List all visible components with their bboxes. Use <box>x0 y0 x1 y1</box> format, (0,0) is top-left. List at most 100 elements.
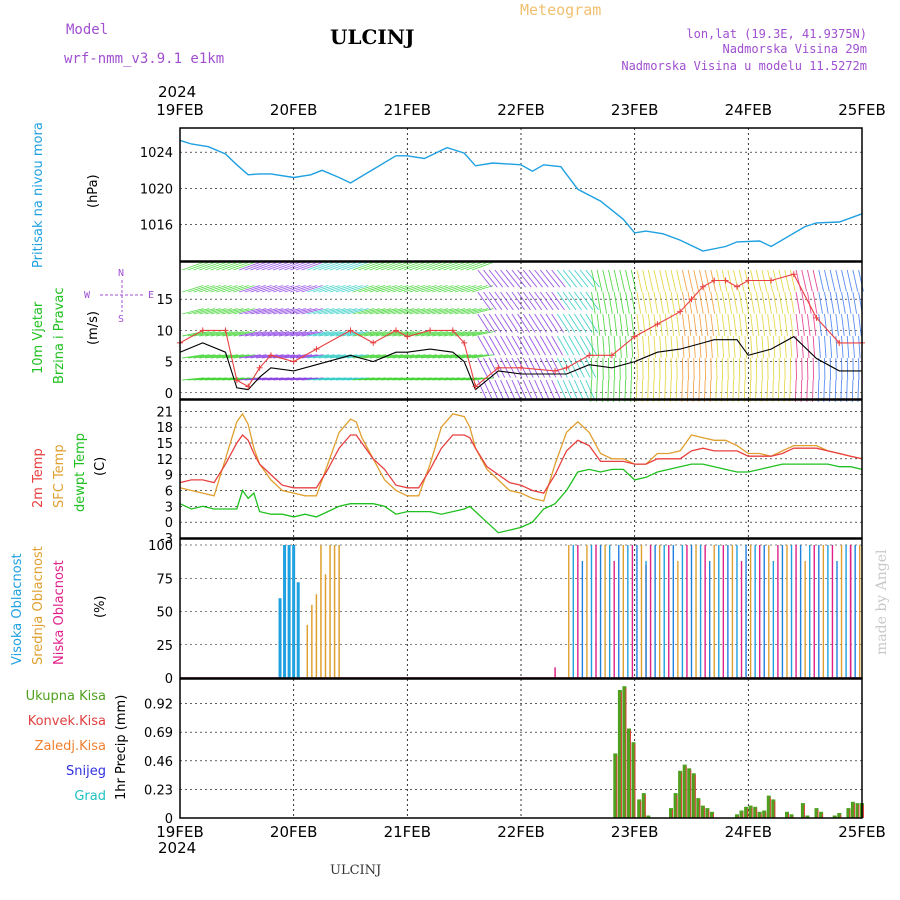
wind-barb-38-0 <box>398 262 420 271</box>
xtick-bottom-1: 20FEB <box>270 823 317 841</box>
wind-barb-19-4 <box>290 354 313 359</box>
wind-barb-80-2 <box>636 313 641 336</box>
precip-bar-18 <box>735 814 739 818</box>
wind-barb-42-2 <box>420 308 443 315</box>
wind-barb-58-1 <box>511 291 526 311</box>
wind-barb-32-0 <box>363 262 385 271</box>
wind-barb-81-0 <box>642 269 648 292</box>
wind-barb-109-2 <box>801 313 805 336</box>
wind-barb-23-4 <box>312 354 335 359</box>
wind-barb-19-1 <box>290 285 312 293</box>
wind-barb-44-0 <box>432 262 454 271</box>
wind-barb-79-0 <box>630 269 637 292</box>
wind-barb-103-1 <box>767 291 772 314</box>
wind-barb-62-3 <box>534 335 546 356</box>
ytick-3-3: 75 <box>156 572 173 587</box>
wind-barb-80-1 <box>636 291 642 314</box>
wind-barb-12-3 <box>250 331 273 337</box>
wind-barb-38-3 <box>398 331 420 337</box>
ytick-0-2: 1024 <box>140 146 173 161</box>
wind-barb-72-3 <box>591 335 594 358</box>
product-title: Meteogram <box>520 1 601 19</box>
wind-barb-21-2 <box>301 308 324 315</box>
wind-barb-117-2 <box>846 313 851 336</box>
wind-barb-46-5 <box>443 377 466 381</box>
wind-barb-53-0 <box>483 269 498 288</box>
wind-barb-18-4 <box>284 354 307 359</box>
wind-barb-50-5 <box>466 377 489 381</box>
wind-barb-3-5 <box>199 377 222 381</box>
wind-barb-33-0 <box>369 262 391 271</box>
wind-barb-4-0 <box>204 262 226 271</box>
precip-bar-28 <box>789 814 794 818</box>
wind-barb-28-1 <box>341 285 363 293</box>
wind-barb-1-4 <box>187 354 210 359</box>
wind-barb-29-5 <box>347 377 370 381</box>
wind-barb-71-4 <box>585 357 597 378</box>
legend-ukupna: Ukupna Kisa <box>26 689 106 704</box>
wind-barb-0-2 <box>182 308 204 315</box>
wind-barb-10-0 <box>238 262 260 271</box>
wind-barb-80-3 <box>636 335 639 358</box>
wind-barb-41-4 <box>415 354 438 359</box>
wind-barb-85-3 <box>664 335 668 358</box>
wind-barb-59-0 <box>517 269 532 288</box>
wind-barb-55-3 <box>494 335 507 356</box>
wind-barb-54-0 <box>488 269 504 288</box>
wind-barb-35-2 <box>381 308 403 315</box>
pressure-unit: (hPa) <box>86 174 101 208</box>
grid-layer <box>180 128 862 819</box>
wind-barb-61-3 <box>528 335 541 356</box>
wind-barb-10-4 <box>239 354 261 359</box>
wind-barb-6-2 <box>216 308 238 315</box>
legend-konvek: Konvek.Kisa <box>28 714 106 729</box>
ytick-2-5: 12 <box>156 453 173 468</box>
wind-barb-44-2 <box>432 308 454 315</box>
wind-barb-62-2 <box>534 313 547 333</box>
wind-barb-26-5 <box>329 377 352 381</box>
wind-barb-12-0 <box>250 262 272 271</box>
wind-barb-58-3 <box>511 335 524 356</box>
wind-barb-95-1 <box>721 291 727 314</box>
wind-barb-42-0 <box>420 262 442 271</box>
wind-barb-64-2 <box>545 313 559 333</box>
wind-barb-8-5 <box>227 377 250 381</box>
wind-barb-91-3 <box>699 335 702 358</box>
wind-barb-59-1 <box>517 291 531 311</box>
wind-barb-22-1 <box>307 285 329 293</box>
precip-ylabel: 1hr Precip (mm) <box>114 695 129 800</box>
wind-barb-7-5 <box>222 377 244 381</box>
wind-barb-14-0 <box>261 262 283 271</box>
wind-barb-81-1 <box>642 291 647 314</box>
wind-barb-30-1 <box>352 285 374 293</box>
wind-barb-48-2 <box>454 308 477 315</box>
wind-barb-108-2 <box>795 313 800 336</box>
wind-barb-43-5 <box>426 377 449 381</box>
wind-barb-32-1 <box>364 285 386 293</box>
wind-barb-50-2 <box>466 308 488 315</box>
wind-barb-104-0 <box>772 269 779 292</box>
wind-barb-111-2 <box>812 313 817 336</box>
wind-barb-1-3 <box>187 331 210 337</box>
wind-barb-113-1 <box>824 291 829 314</box>
legend-snijeg: Snijeg <box>66 764 106 779</box>
precip-bar-31 <box>814 808 819 818</box>
wind-barb-66-5 <box>556 379 567 401</box>
wind-barb-26-4 <box>329 354 352 359</box>
compass-w: W <box>84 290 91 301</box>
wind-barb-67-3 <box>562 335 575 356</box>
wind-barb-68-1 <box>568 291 582 311</box>
xtick-bottom-3: 22FEB <box>497 823 544 841</box>
wind-barb-30-3 <box>352 331 375 337</box>
wind-barb-16-1 <box>273 285 295 293</box>
wind-barb-101-1 <box>755 291 761 314</box>
wind-barb-1-2 <box>187 308 210 315</box>
wind-barb-74-1 <box>602 291 608 314</box>
wind-barb-19-5 <box>290 377 313 381</box>
wind-barb-87-3 <box>676 335 679 358</box>
xtick-bottom-2: 21FEB <box>384 823 431 841</box>
wind-barb-63-0 <box>539 269 555 288</box>
wind-barb-1-1 <box>187 285 210 293</box>
wind-barb-37-5 <box>392 377 415 381</box>
wind-barb-49-4 <box>460 354 483 359</box>
